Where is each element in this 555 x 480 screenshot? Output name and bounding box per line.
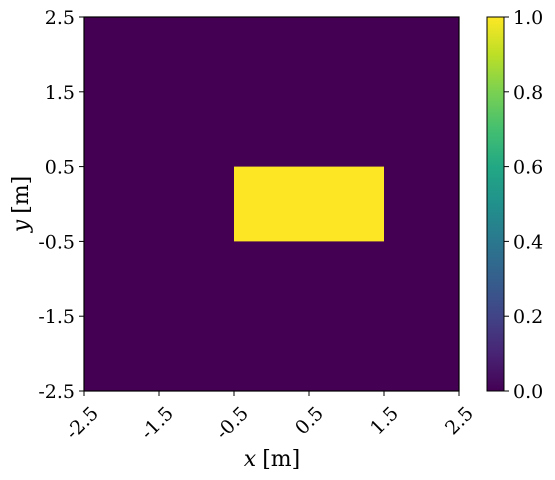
x-tick-label: -0.5 [211,402,252,443]
colorbar-tick-label: 0.4 [513,231,543,253]
colorbar-tick-label: 0.0 [513,381,543,403]
y-tick-label: 2.5 [45,7,75,29]
x-axis-label: x [m] [244,447,300,472]
x-tick-label: -1.5 [136,402,177,443]
x-tick-label: 2.5 [441,402,478,439]
y-tick-label: -1.5 [38,306,75,328]
colorbar: 0.0 0.2 0.4 0.6 0.8 1.0 [486,7,543,403]
y-tick-label: -0.5 [38,231,75,253]
colorbar-tick-label: 0.2 [513,306,543,328]
y-tick-label: 0.5 [45,157,75,179]
colorbar-tick-label: 0.8 [513,82,543,104]
colorbar-tick-label: 0.6 [513,157,543,179]
x-tick-label: -2.5 [61,402,102,443]
colorbar-gradient [486,16,505,392]
x-axis: -2.5 -1.5 -0.5 0.5 1.5 2.5 [61,391,478,444]
x-tick-label: 0.5 [291,402,328,439]
heatmap-region [234,166,384,242]
plot-area [83,16,460,392]
y-tick-label: 1.5 [45,82,75,104]
x-tick-label: 1.5 [366,402,403,439]
y-axis-label: y[m] [9,176,34,233]
plot-frame [83,16,460,392]
y-axis: -2.5 -1.5 -0.5 0.5 1.5 2.5 [38,7,84,403]
colorbar-tick-label: 1.0 [513,7,543,29]
y-tick-label: -2.5 [38,381,75,403]
